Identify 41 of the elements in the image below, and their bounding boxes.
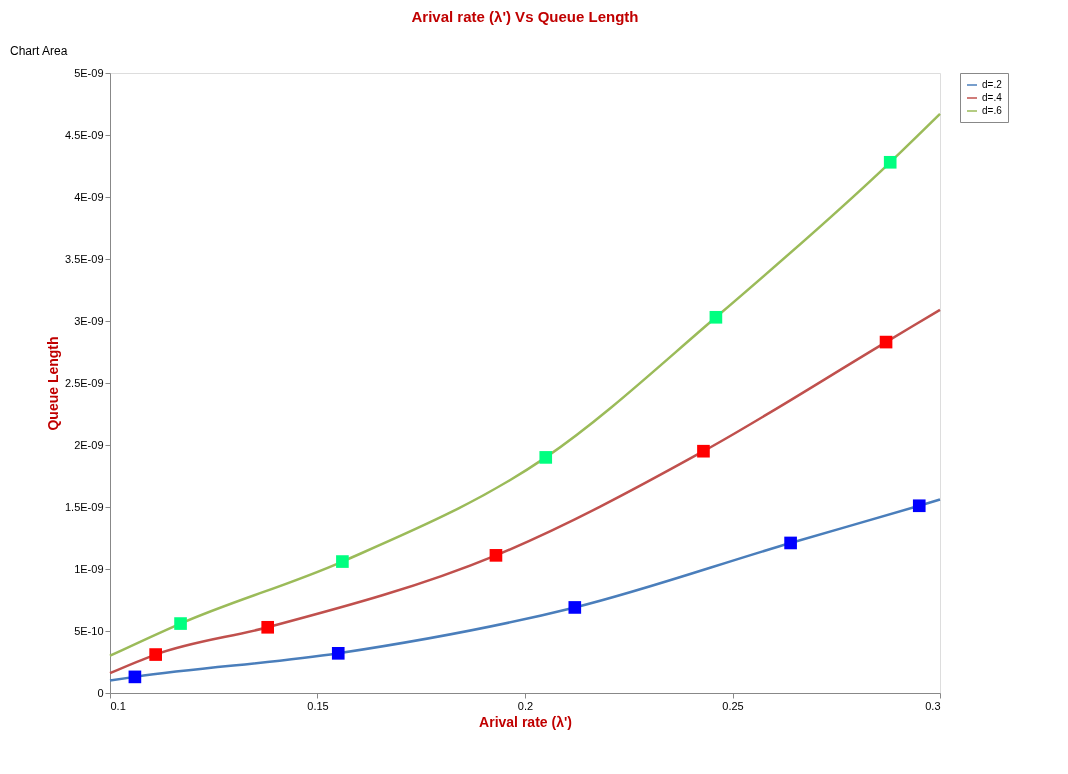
y-tick-label: 5E-10 <box>74 624 104 637</box>
y-tick-label: 2.5E-09 <box>64 376 104 389</box>
x-tick-label: 0.3 <box>925 699 941 712</box>
point <box>336 555 349 568</box>
line-series <box>108 112 942 658</box>
y-tick-label: 1.5E-09 <box>64 500 104 513</box>
y-tick-label: 4E-09 <box>74 190 104 203</box>
point <box>784 536 797 550</box>
text: Chart Area <box>10 44 68 58</box>
point <box>912 499 926 513</box>
x-tick-label: 0.1 <box>110 699 126 712</box>
y-tick-label: 3.5E-09 <box>64 252 104 265</box>
point <box>697 444 710 458</box>
point <box>879 335 893 349</box>
point <box>128 670 142 684</box>
point <box>709 310 723 324</box>
x-tick-label: 0.15 <box>307 699 329 712</box>
y-tick-label: 2E-09 <box>74 438 104 451</box>
point <box>174 617 187 630</box>
point <box>261 620 275 634</box>
y-tick-label: 4.5E-09 <box>64 128 104 141</box>
point <box>331 647 345 660</box>
legend-label: d=.6 <box>982 105 1003 116</box>
point <box>568 601 582 614</box>
point <box>539 451 553 464</box>
point <box>883 155 897 169</box>
x-axis-title: Arival rate (λ') <box>479 713 572 730</box>
chart-title: Arival rate (λ') Vs Queue Length <box>411 8 639 25</box>
legend-label: d=.2 <box>982 79 1003 90</box>
line-series <box>108 308 942 675</box>
point <box>149 648 162 661</box>
y-tick-label: 5E-09 <box>74 66 104 79</box>
y-tick-label: 0 <box>97 686 104 699</box>
y-tick-label: 1E-09 <box>74 562 104 575</box>
y-axis-title: Queue Length <box>44 336 61 431</box>
legend-label: d=.4 <box>982 92 1003 103</box>
x-tick-label: 0.25 <box>722 699 744 712</box>
y-tick-label: 3E-09 <box>74 314 104 327</box>
x-tick-label: 0.2 <box>517 699 534 712</box>
line-series <box>108 498 942 682</box>
point <box>489 549 503 562</box>
